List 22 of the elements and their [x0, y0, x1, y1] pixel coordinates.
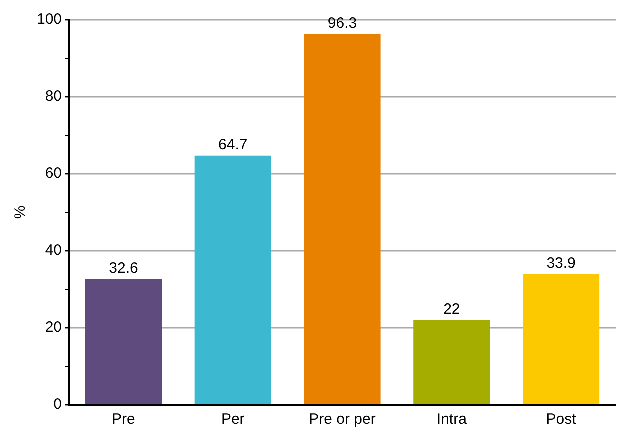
y-tick-label: 40: [45, 242, 62, 260]
bar: [194, 156, 272, 404]
x-tick-label: Per: [221, 411, 245, 428]
data-label: 22: [444, 300, 460, 318]
y-tick-label: 80: [45, 88, 62, 106]
y-tick-label: 100: [36, 11, 62, 28]
bar: [304, 34, 381, 404]
data-label: 33.9: [546, 255, 576, 272]
bar: [523, 274, 600, 404]
x-tick-label: Pre or per: [309, 411, 376, 428]
data-label: 96.3: [328, 14, 358, 32]
x-tick-label: Pre: [112, 411, 136, 428]
bar: [414, 320, 490, 404]
x-tick-label: Post: [546, 411, 578, 428]
y-axis-title: %: [12, 206, 30, 220]
bar: [85, 279, 162, 404]
x-tick-label: Intra: [436, 411, 468, 428]
y-tick-label: 60: [45, 165, 62, 182]
data-label: 32.6: [109, 260, 138, 278]
y-tick-label: 0: [54, 396, 62, 414]
data-label: 64.7: [218, 136, 248, 154]
y-tick-label: 20: [45, 319, 62, 336]
